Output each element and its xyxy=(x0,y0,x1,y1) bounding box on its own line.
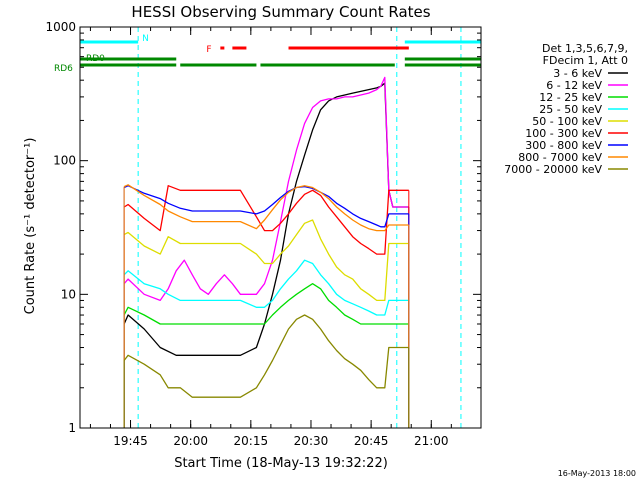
y-tick-label: 1000 xyxy=(45,20,76,34)
y-tick-label: 100 xyxy=(53,154,76,168)
legend-entry-label: 25 - 50 keV xyxy=(539,103,602,116)
legend-entry-label: 100 - 300 keV xyxy=(525,127,602,140)
series-line xyxy=(123,283,409,325)
y-tick-label: 1 xyxy=(68,421,76,435)
legend-entry-label: 6 - 12 keV xyxy=(546,79,602,92)
x-tick-label: 20:15 xyxy=(234,434,269,448)
legend: Det 1,3,5,6,7,9,FDecim 1, Att 03 - 6 keV… xyxy=(504,42,628,176)
x-tick-label: 20:45 xyxy=(354,434,389,448)
legend-header: Det 1,3,5,6,7,9, xyxy=(542,42,628,55)
legend-entry-label: 12 - 25 keV xyxy=(539,91,602,104)
x-axis: 19:45 20:00 20:15 20:30 20:45 21:00 xyxy=(89,27,452,448)
x-tick-label: 20:00 xyxy=(173,434,208,448)
series-line xyxy=(123,259,409,316)
series-line xyxy=(123,184,409,232)
series-line xyxy=(123,185,409,255)
status-label: F xyxy=(206,45,211,55)
status-label: RD0 xyxy=(86,54,105,64)
series-line xyxy=(123,314,409,398)
y-tick-label: 10 xyxy=(61,287,76,301)
legend-entry-label: 7000 - 20000 keV xyxy=(504,163,602,176)
legend-entry-label: 300 - 800 keV xyxy=(525,139,602,152)
series-line xyxy=(123,82,409,356)
series-line xyxy=(123,76,409,302)
legend-header: FDecim 1, Att 0 xyxy=(543,54,628,67)
y-axis-label: Count Rate (s⁻¹ detector⁻¹) xyxy=(23,138,38,315)
legend-entry-label: 50 - 100 keV xyxy=(532,115,602,128)
x-tick-label: 19:45 xyxy=(113,434,148,448)
timestamp: 16-May-2013 18:00 xyxy=(558,469,636,478)
status-label: RD6 xyxy=(54,64,73,74)
x-tick-label: 21:00 xyxy=(414,434,449,448)
status-label: N xyxy=(142,34,149,44)
x-axis-label: Start Time (18-May-13 19:32:22) xyxy=(174,456,388,471)
plot-area: N F RD0 RD6 xyxy=(54,26,482,429)
legend-entry-label: 800 - 7000 keV xyxy=(518,151,602,164)
y-axis: 1 10 100 1000 xyxy=(45,20,481,435)
plot-frame xyxy=(79,26,482,429)
chart-title: HESSI Observing Summary Count Rates xyxy=(131,3,430,21)
legend-entry-label: 3 - 6 keV xyxy=(553,67,602,80)
x-tick-label: 20:30 xyxy=(294,434,329,448)
series-line xyxy=(123,219,409,302)
